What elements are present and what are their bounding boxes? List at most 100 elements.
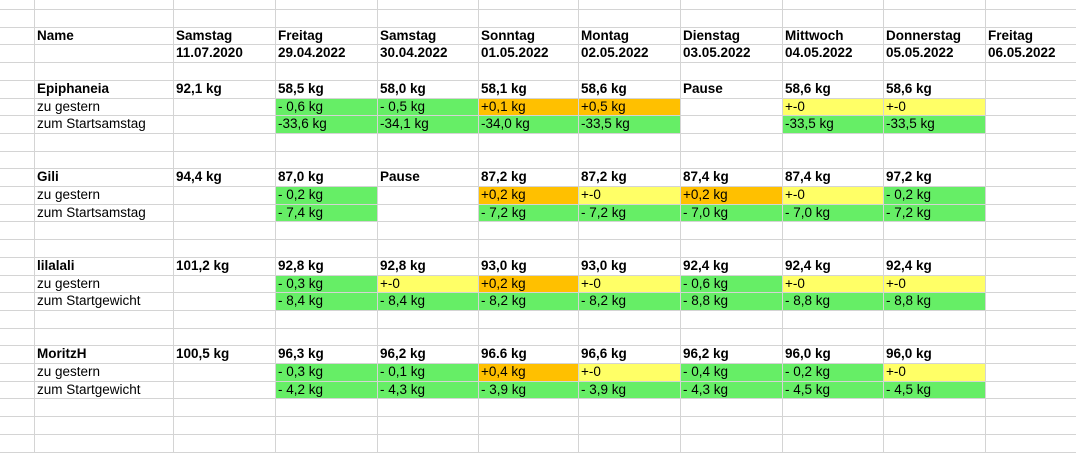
delta-cell[interactable]: -33,5 kg xyxy=(886,116,935,131)
delta-cell[interactable]: - 3,9 kg xyxy=(481,382,527,397)
delta-cell[interactable]: +-0 xyxy=(581,276,601,291)
weight-cell[interactable]: 87,2 kg xyxy=(581,169,627,184)
column-header-date[interactable]: 06.05.2022 xyxy=(988,45,1056,60)
column-header-date[interactable]: 05.05.2022 xyxy=(886,45,954,60)
delta-cell[interactable]: +0,2 kg xyxy=(481,276,526,291)
column-header-date[interactable]: 03.05.2022 xyxy=(683,45,751,60)
weight-cell[interactable]: 92,8 kg xyxy=(380,258,426,273)
delta-cell[interactable]: +0,4 kg xyxy=(481,364,526,379)
row-label[interactable]: zum Startsamstag xyxy=(37,205,146,220)
delta-cell[interactable]: - 0,3 kg xyxy=(278,276,324,291)
delta-cell[interactable]: - 7,2 kg xyxy=(581,205,627,220)
delta-cell[interactable]: - 3,9 kg xyxy=(581,382,627,397)
column-header-date[interactable]: 01.05.2022 xyxy=(481,45,549,60)
delta-cell[interactable]: +0,1 kg xyxy=(481,99,526,114)
delta-cell[interactable]: - 7,4 kg xyxy=(278,205,324,220)
delta-cell[interactable]: - 4,5 kg xyxy=(886,382,932,397)
delta-cell[interactable]: - 8,8 kg xyxy=(785,293,831,308)
delta-cell[interactable]: - 8,2 kg xyxy=(481,293,527,308)
column-header-day[interactable]: Mittwoch xyxy=(785,28,844,43)
delta-cell[interactable]: - 0,6 kg xyxy=(683,276,729,291)
weight-cell[interactable]: 92,8 kg xyxy=(278,258,324,273)
column-header-day[interactable]: Freitag xyxy=(988,28,1034,43)
row-label[interactable]: zum Startgewicht xyxy=(37,382,141,397)
delta-cell[interactable]: - 7,0 kg xyxy=(683,205,729,220)
column-header-day[interactable]: Samstag xyxy=(380,28,437,43)
column-header-day[interactable]: Samstag xyxy=(176,28,233,43)
delta-cell[interactable]: - 4,5 kg xyxy=(785,382,831,397)
delta-cell[interactable]: - 0,5 kg xyxy=(380,99,426,114)
column-header-date[interactable]: 02.05.2022 xyxy=(581,45,649,60)
weight-cell[interactable]: 92,4 kg xyxy=(886,258,932,273)
delta-cell[interactable]: +0,2 kg xyxy=(481,187,526,202)
delta-cell[interactable]: +0,5 kg xyxy=(581,99,626,114)
person-name[interactable]: Gili xyxy=(37,169,59,184)
row-label[interactable]: zu gestern xyxy=(37,364,101,379)
weight-cell[interactable]: 58,6 kg xyxy=(581,81,627,96)
delta-cell[interactable]: - 7,2 kg xyxy=(886,205,932,220)
weight-cell[interactable]: 96,3 kg xyxy=(278,346,324,361)
delta-cell[interactable]: -33,5 kg xyxy=(785,116,834,131)
delta-cell[interactable]: - 7,2 kg xyxy=(481,205,527,220)
delta-cell[interactable]: +-0 xyxy=(785,187,805,202)
delta-cell[interactable]: +-0 xyxy=(581,187,601,202)
delta-cell[interactable]: +-0 xyxy=(886,364,906,379)
weight-cell[interactable]: 58,0 kg xyxy=(380,81,426,96)
weight-cell[interactable]: 100,5 kg xyxy=(176,346,230,361)
weight-cell[interactable]: 87,4 kg xyxy=(683,169,729,184)
delta-cell[interactable]: +-0 xyxy=(886,99,906,114)
column-header-name[interactable]: Name xyxy=(37,28,74,43)
delta-cell[interactable]: - 8,2 kg xyxy=(581,293,627,308)
delta-cell[interactable]: - 0,6 kg xyxy=(278,99,324,114)
delta-cell[interactable]: - 7,0 kg xyxy=(785,205,831,220)
delta-cell[interactable]: - 8,4 kg xyxy=(380,293,426,308)
weight-cell[interactable]: 93,0 kg xyxy=(481,258,527,273)
delta-cell[interactable]: - 4,3 kg xyxy=(683,382,729,397)
person-name[interactable]: MoritzH xyxy=(37,346,87,361)
column-header-day[interactable]: Donnerstag xyxy=(886,28,962,43)
weight-cell[interactable]: 96,0 kg xyxy=(785,346,831,361)
weight-cell[interactable]: 58,6 kg xyxy=(785,81,831,96)
delta-cell[interactable]: - 0,1 kg xyxy=(380,364,426,379)
delta-cell[interactable]: +-0 xyxy=(380,276,400,291)
delta-cell[interactable]: - 0,4 kg xyxy=(683,364,729,379)
delta-cell[interactable]: +-0 xyxy=(886,276,906,291)
weight-cell[interactable]: 87,0 kg xyxy=(278,169,324,184)
delta-cell[interactable]: - 8,8 kg xyxy=(683,293,729,308)
delta-cell[interactable]: -34,0 kg xyxy=(481,116,530,131)
weight-cell[interactable]: 58,5 kg xyxy=(278,81,324,96)
delta-cell[interactable]: - 0,2 kg xyxy=(886,187,932,202)
delta-cell[interactable]: +-0 xyxy=(581,364,601,379)
weight-cell[interactable]: 96,0 kg xyxy=(886,346,932,361)
column-header-day[interactable]: Montag xyxy=(581,28,629,43)
delta-cell[interactable]: +-0 xyxy=(785,276,805,291)
weight-cell[interactable]: 96,2 kg xyxy=(683,346,729,361)
column-header-day[interactable]: Sonntag xyxy=(481,28,535,43)
weight-cell[interactable]: 96.6 kg xyxy=(481,346,527,361)
weight-cell[interactable]: 92,4 kg xyxy=(683,258,729,273)
column-header-day[interactable]: Dienstag xyxy=(683,28,741,43)
delta-cell[interactable]: -33,5 kg xyxy=(581,116,630,131)
person-name[interactable]: lilalali xyxy=(37,258,75,273)
weight-cell[interactable]: Pause xyxy=(683,81,723,96)
row-label[interactable]: zum Startgewicht xyxy=(37,293,141,308)
delta-cell[interactable]: - 8,8 kg xyxy=(886,293,932,308)
delta-cell[interactable]: -33,6 kg xyxy=(278,116,327,131)
row-label[interactable]: zum Startsamstag xyxy=(37,116,146,131)
weight-cell[interactable]: 87,4 kg xyxy=(785,169,831,184)
delta-cell[interactable]: - 8,4 kg xyxy=(278,293,324,308)
column-header-date[interactable]: 04.05.2022 xyxy=(785,45,853,60)
weight-cell[interactable]: 94,4 kg xyxy=(176,169,222,184)
column-header-date[interactable]: 11.07.2020 xyxy=(176,45,243,60)
delta-cell[interactable]: - 0,2 kg xyxy=(785,364,831,379)
weight-cell[interactable]: 96,2 kg xyxy=(380,346,426,361)
weight-cell[interactable]: 92,4 kg xyxy=(785,258,831,273)
weight-cell[interactable]: Pause xyxy=(380,169,420,184)
row-label[interactable]: zu gestern xyxy=(37,276,101,291)
weight-cell[interactable]: 87,2 kg xyxy=(481,169,527,184)
delta-cell[interactable]: - 4,3 kg xyxy=(380,382,426,397)
weight-cell[interactable]: 58,6 kg xyxy=(886,81,932,96)
delta-cell[interactable]: +0,2 kg xyxy=(683,187,728,202)
delta-cell[interactable]: - 0,2 kg xyxy=(278,187,324,202)
